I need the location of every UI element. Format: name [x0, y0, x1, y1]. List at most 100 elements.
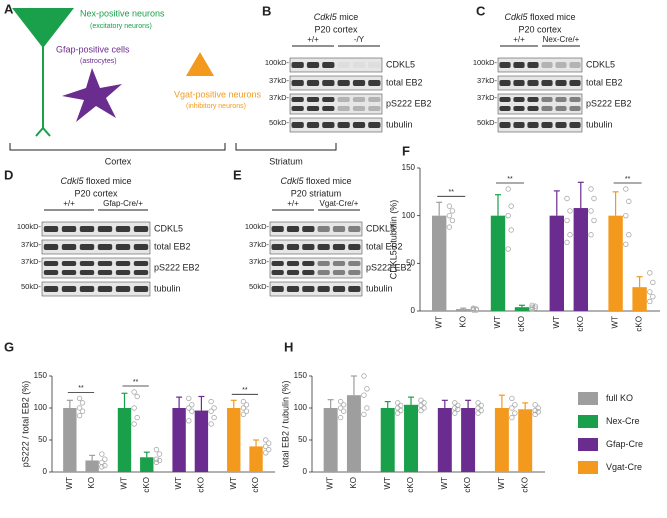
- size-marker: 37kD-: [477, 76, 498, 85]
- y-tick-label: 100: [34, 403, 48, 412]
- band: [322, 97, 335, 102]
- band-label: CDKL5: [366, 223, 395, 233]
- band: [513, 97, 525, 102]
- cell-kind: (excitatory neurons): [90, 23, 152, 30]
- blot-strip: [289, 75, 383, 91]
- legend-swatch: [578, 415, 598, 428]
- y-tick-label: 150: [402, 163, 416, 172]
- band: [133, 261, 149, 266]
- size-marker: 100kD-: [17, 222, 42, 231]
- bar: [432, 215, 447, 311]
- bar: [437, 408, 452, 472]
- band: [368, 80, 381, 86]
- data-point: [266, 446, 272, 453]
- data-point: [505, 212, 511, 219]
- band: [115, 286, 131, 292]
- band: [133, 226, 149, 232]
- band-label: total EB2: [586, 77, 623, 87]
- panel-label: F: [402, 143, 410, 158]
- bar: [404, 404, 419, 472]
- panel-label: H: [284, 339, 293, 354]
- y-tick-label: 0: [303, 467, 308, 476]
- band: [499, 97, 511, 102]
- data-point: [505, 186, 511, 192]
- data-point: [398, 402, 404, 409]
- band: [97, 261, 113, 266]
- y-tick-label: 100: [402, 211, 416, 220]
- band: [541, 97, 553, 102]
- band: [569, 62, 581, 68]
- data-point: [208, 398, 214, 405]
- blot-title: Cdkl5 floxed mice: [60, 176, 131, 186]
- blot-strip: [269, 257, 363, 279]
- data-point: [473, 307, 480, 313]
- data-point: [263, 437, 269, 443]
- band: [555, 122, 567, 128]
- band: [322, 80, 335, 86]
- data-point: [189, 402, 195, 408]
- data-point: [567, 208, 573, 214]
- data-point: [529, 306, 535, 312]
- data-point: [475, 405, 481, 411]
- band: [271, 286, 284, 292]
- band: [352, 122, 366, 128]
- band: [332, 270, 346, 275]
- data-point: [186, 395, 192, 402]
- band: [513, 62, 525, 68]
- band-label: total EB2: [366, 241, 403, 251]
- band: [541, 62, 553, 68]
- cell-name: Vgat-positive neurons: [174, 89, 262, 99]
- band: [286, 261, 300, 266]
- band: [337, 62, 350, 68]
- data-point: [623, 241, 629, 247]
- data-point: [650, 294, 656, 300]
- inhibitory-neuron: [186, 52, 214, 76]
- band: [348, 261, 361, 266]
- size-marker: 37kD-: [249, 240, 270, 249]
- significance-label: **: [78, 385, 84, 392]
- data-point: [512, 402, 518, 408]
- band: [368, 62, 381, 68]
- data-point: [361, 411, 367, 418]
- bar: [249, 446, 263, 472]
- data-point: [76, 405, 83, 411]
- data-point: [532, 303, 538, 309]
- data-point: [470, 307, 477, 313]
- data-point: [131, 389, 137, 395]
- band: [555, 62, 567, 68]
- bar: [549, 215, 564, 311]
- x-tick-label: WT: [229, 477, 238, 490]
- band: [61, 244, 77, 250]
- cell-name: Gfap-positive cells: [56, 44, 130, 54]
- band-label: total EB2: [386, 77, 423, 87]
- data-point: [509, 395, 515, 402]
- data-point: [418, 397, 424, 404]
- x-tick-label: WT: [497, 477, 506, 490]
- model-name: floxed mice: [530, 12, 576, 22]
- data-point: [647, 298, 653, 305]
- band: [291, 97, 304, 102]
- x-tick-label: WT: [326, 477, 335, 490]
- band: [43, 286, 59, 292]
- size-marker: 37kD-: [269, 93, 290, 102]
- bar: [514, 307, 530, 311]
- band: [569, 106, 581, 111]
- blot-strip: [269, 239, 363, 255]
- size-marker: 100kD-: [245, 222, 270, 231]
- blot-strip: [497, 57, 583, 73]
- data-point: [364, 386, 370, 392]
- panel-label: E: [233, 167, 242, 182]
- data-point: [340, 402, 347, 408]
- x-tick-label: WT: [434, 316, 443, 329]
- data-point: [591, 217, 597, 224]
- genotype-label: +/+: [307, 35, 319, 44]
- x-tick-label: cKO: [635, 316, 644, 332]
- bar: [117, 408, 132, 472]
- data-point: [243, 402, 250, 408]
- genotype-label: +/+: [63, 199, 75, 208]
- band-label: CDKL5: [386, 59, 415, 69]
- bar: [323, 408, 338, 472]
- band: [97, 226, 113, 232]
- blot-strip: [497, 117, 583, 133]
- band: [337, 106, 350, 111]
